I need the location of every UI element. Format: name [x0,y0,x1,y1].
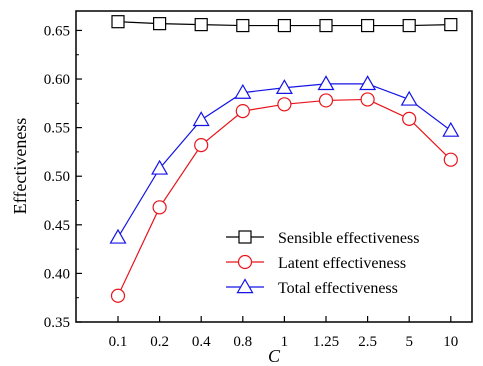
legend-label: Sensible effectiveness [278,230,419,247]
data-point [236,18,250,33]
legend-marker [238,230,252,244]
data-point [275,79,293,95]
y-axis-title: Effectiveness [10,118,30,215]
data-point [317,75,335,91]
legend-label: Total effectiveness [278,280,398,297]
data-point [400,90,418,106]
data-point [443,152,458,167]
legend-marker [237,254,253,270]
data-point [402,18,416,33]
data-point [360,92,375,107]
legend-label: Latent effectiveness [278,255,406,272]
data-point [359,75,377,91]
data-point [151,159,169,175]
x-tick-label: 1 [281,334,289,350]
data-point [194,18,208,32]
data-point [110,288,126,303]
data-point [192,111,210,127]
y-tick-label: 0.60 [44,72,70,88]
data-point [235,104,250,119]
data-point [361,18,375,33]
x-tick-label: 1.25 [313,334,339,350]
legend-entry: Total effectiveness [226,278,398,297]
data-point [402,111,417,126]
y-tick-label: 0.55 [44,121,70,137]
data-point [194,138,209,153]
x-tick-label: 0.8 [233,334,252,350]
y-tick-label: 0.50 [44,169,70,185]
legend-marker [236,278,254,294]
legend-entry: Latent effectiveness [226,254,406,272]
y-tick-label: 0.45 [44,218,70,234]
data-point [319,18,333,33]
series-circle [110,92,458,303]
y-tick-label: 0.35 [44,315,70,331]
data-point [442,121,460,137]
x-tick-label: 5 [405,334,413,350]
axis-ticks: 0.35 0.40 0.45 0.50 0.55 0.60 0.65 0.1 0.2 0.4 0.8… [44,23,459,350]
series-triangle [109,75,460,244]
data-point [111,15,125,29]
data-point [444,18,458,32]
series-layer [109,15,460,303]
x-tick-label: 0.1 [109,334,128,350]
legend-entry: Sensible effectiveness [226,230,419,247]
data-point [109,228,127,244]
series-square [111,15,458,33]
data-point [277,18,291,33]
data-point [277,97,292,112]
data-point [152,200,167,215]
x-tick-label: 10 [443,334,458,350]
data-point [318,93,334,108]
x-tick-label: 2.5 [358,334,377,350]
y-tick-label: 0.65 [44,23,70,39]
legend: Sensible effectiveness Latent effectivene… [226,230,419,297]
y-tick-label: 0.40 [44,266,70,282]
x-axis-title: C [268,346,281,366]
data-point [234,83,252,99]
plot-frame [75,10,473,323]
x-tick-label: 0.4 [192,334,211,350]
data-point [153,17,167,31]
x-tick-label: 0.2 [150,334,169,350]
